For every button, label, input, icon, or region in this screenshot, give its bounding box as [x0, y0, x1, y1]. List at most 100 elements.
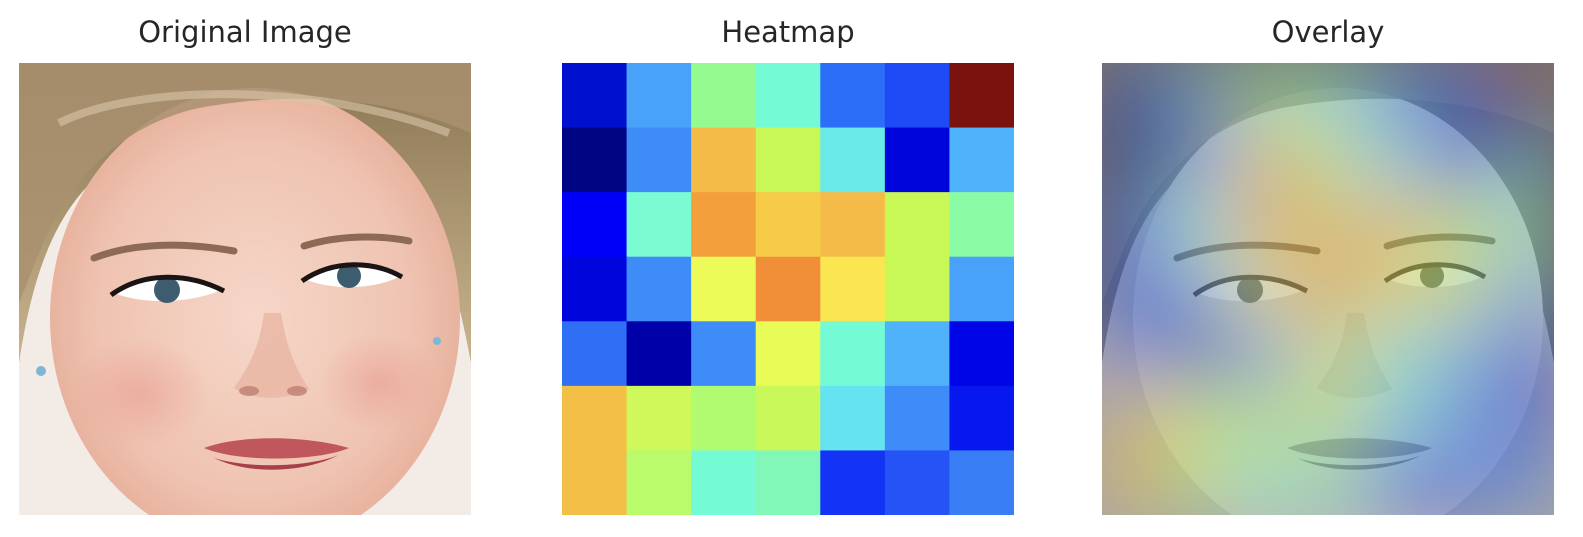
overlay-heat-cell: [1489, 192, 1554, 258]
overlay-heat-cell: [1360, 450, 1426, 515]
overlay-heat-cell: [1166, 256, 1232, 322]
overlay-heat-cell: [1166, 192, 1232, 258]
overlay-heat-cell: [1295, 127, 1361, 193]
heatmap-cell: [691, 192, 757, 258]
heatmap-cell: [884, 385, 951, 452]
overlay-heat-cell: [1295, 256, 1361, 322]
heatmap-grid: [562, 63, 1014, 515]
overlay-heat-cell: [1424, 192, 1491, 258]
overlay-heat-cell: [1231, 63, 1297, 129]
overlay-heat-cell: [1102, 256, 1168, 322]
overlay-heat-cell: [1102, 127, 1168, 193]
overlay-heat-cell: [1489, 63, 1554, 129]
overlay-heat-cell: [1360, 63, 1426, 129]
overlay-heat-cell: [1166, 321, 1232, 387]
heatmap-cell: [949, 127, 1014, 193]
original-image-title: Original Image: [138, 15, 352, 49]
overlay-heat-cell: [1489, 385, 1554, 452]
overlay-heat-cell: [1102, 450, 1168, 515]
overlay-heat-cell: [1166, 63, 1232, 129]
heatmap-cell: [562, 321, 628, 387]
overlay-title: Overlay: [1271, 15, 1385, 49]
heatmap-cell: [949, 192, 1014, 258]
overlay-heat-cell: [1102, 385, 1168, 452]
overlay-heat-cell: [1424, 321, 1491, 387]
overlay-heat-cell: [1102, 63, 1168, 129]
original-face-image: [19, 63, 471, 515]
heatmap-cell: [691, 385, 757, 452]
heatmap-cell: [820, 385, 886, 452]
overlay-heat-cell: [1231, 256, 1297, 322]
overlay-heat-cell: [1489, 127, 1554, 193]
overlay-heat-layer: [1102, 63, 1554, 515]
heatmap-cell: [562, 450, 628, 515]
heatmap-cell: [820, 127, 886, 193]
heatmap-cell: [691, 127, 757, 193]
heatmap-cell: [949, 256, 1014, 322]
heatmap-cell: [820, 450, 886, 515]
heatmap-cell: [691, 450, 757, 515]
overlay-heat-cell: [1360, 256, 1426, 322]
overlay-heat-cell: [1295, 385, 1361, 452]
overlay-heat-cell: [1166, 450, 1232, 515]
heatmap-cell: [755, 192, 821, 258]
heatmap-cell: [755, 127, 821, 193]
original-image-panel: Original Image: [19, 0, 471, 537]
overlay-heat-cell: [1231, 450, 1297, 515]
heatmap-cell: [949, 450, 1014, 515]
heatmap-cell: [626, 127, 692, 193]
heatmap-cell: [562, 192, 628, 258]
overlay-heat-cell: [1489, 256, 1554, 322]
overlay-heat-cell: [1295, 321, 1361, 387]
heatmap-cell: [562, 256, 628, 322]
overlay-heat-cell: [1360, 192, 1426, 258]
heatmap-cell: [626, 63, 692, 129]
heatmap-cell: [820, 321, 886, 387]
heatmap-panel: Heatmap: [562, 0, 1014, 537]
overlay-heat-cell: [1424, 450, 1491, 515]
heatmap-cell: [755, 256, 821, 322]
overlay-heat-cell: [1231, 321, 1297, 387]
heatmap-cell: [884, 192, 951, 258]
heatmap-cell: [755, 450, 821, 515]
heatmap-cell: [562, 127, 628, 193]
heatmap-cell: [626, 450, 692, 515]
overlay-heat-cell: [1489, 321, 1554, 387]
heatmap-cell: [884, 321, 951, 387]
heatmap-cell: [755, 63, 821, 129]
overlay-heat-cell: [1360, 385, 1426, 452]
heatmap-cell: [626, 256, 692, 322]
heatmap-title: Heatmap: [721, 15, 855, 49]
overlay-heat-cell: [1295, 192, 1361, 258]
overlay-heat-cell: [1424, 256, 1491, 322]
overlay-heat-cell: [1102, 321, 1168, 387]
heatmap-cell: [562, 385, 628, 452]
overlay-heat-cell: [1424, 385, 1491, 452]
heatmap-cell: [626, 192, 692, 258]
overlay-image: [1102, 63, 1554, 515]
overlay-heat-cell: [1360, 321, 1426, 387]
overlay-heat-cell: [1231, 192, 1297, 258]
heatmap-cell: [755, 385, 821, 452]
overlay-heat-cell: [1424, 127, 1491, 193]
heatmap-cell: [626, 385, 692, 452]
heatmap-cell: [884, 450, 951, 515]
heatmap-cell: [691, 63, 757, 129]
heatmap-cell: [755, 321, 821, 387]
heatmap-cell: [820, 63, 886, 129]
heatmap-cell: [884, 127, 951, 193]
overlay-heat-cell: [1424, 63, 1491, 129]
heatmap-cell: [884, 256, 951, 322]
overlay-heat-cell: [1102, 192, 1168, 258]
heatmap-cell: [691, 256, 757, 322]
heatmap-cell: [626, 321, 692, 387]
overlay-heat-cell: [1231, 385, 1297, 452]
heatmap-cell: [949, 321, 1014, 387]
heatmap-cell: [820, 256, 886, 322]
heatmap-cell: [949, 385, 1014, 452]
heatmap-cell: [884, 63, 951, 129]
heatmap-cell: [562, 63, 628, 129]
heatmap-cell: [691, 321, 757, 387]
overlay-panel: Overlay: [1102, 0, 1554, 537]
overlay-heat-cell: [1489, 450, 1554, 515]
